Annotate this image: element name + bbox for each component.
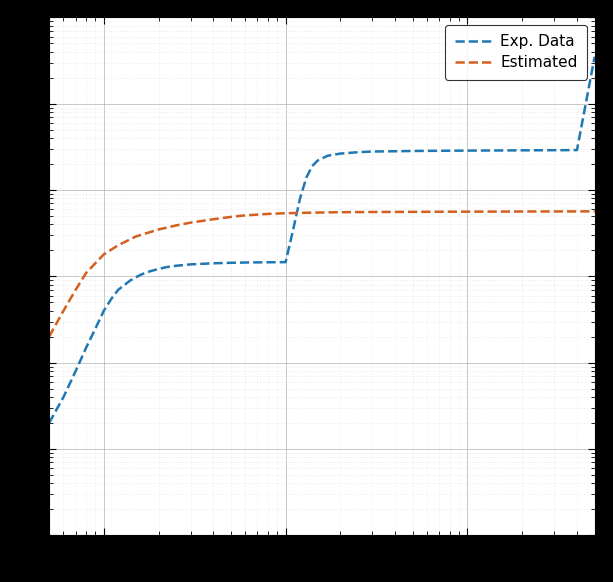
Exp. Data <box>354 148 362 155</box>
Estimated <box>115 242 122 249</box>
Legend: Exp. Data, Estimated: Exp. Data, Estimated <box>446 25 587 80</box>
Exp. Data <box>155 265 162 272</box>
Estimated <box>409 208 416 215</box>
Estimated <box>100 251 107 258</box>
Exp. Data <box>296 195 303 202</box>
Exp. Data <box>242 259 249 266</box>
Exp. Data <box>550 147 558 154</box>
Exp. Data <box>314 157 321 164</box>
Exp. Data <box>187 261 194 268</box>
Exp. Data <box>172 262 180 269</box>
Exp. Data <box>324 152 331 159</box>
Exp. Data <box>409 147 416 154</box>
Estimated <box>314 209 321 216</box>
Exp. Data <box>424 147 431 154</box>
Line: Exp. Data: Exp. Data <box>49 57 595 423</box>
Exp. Data <box>264 259 272 266</box>
Exp. Data <box>369 148 376 155</box>
Exp. Data <box>59 393 67 400</box>
Exp. Data <box>392 148 399 155</box>
Exp. Data <box>464 147 471 154</box>
Estimated <box>210 216 217 223</box>
Estimated <box>369 208 376 215</box>
Exp. Data <box>446 147 454 154</box>
Estimated <box>591 208 598 215</box>
Exp. Data <box>303 174 310 181</box>
Exp. Data <box>282 258 289 265</box>
Estimated <box>282 210 289 217</box>
Exp. Data <box>254 259 261 266</box>
Estimated <box>254 211 261 218</box>
Exp. Data <box>210 260 217 267</box>
Exp. Data <box>83 344 90 351</box>
Exp. Data <box>289 226 297 233</box>
Line: Estimated: Estimated <box>49 211 595 337</box>
Estimated <box>296 210 303 217</box>
Exp. Data <box>115 286 122 293</box>
Exp. Data <box>308 162 316 169</box>
Exp. Data <box>137 271 145 278</box>
Estimated <box>155 226 162 233</box>
Exp. Data <box>127 277 134 284</box>
Exp. Data <box>273 259 281 266</box>
Estimated <box>227 214 235 221</box>
Exp. Data <box>519 147 526 154</box>
Estimated <box>59 307 67 314</box>
Estimated <box>446 208 454 215</box>
Estimated <box>550 208 558 215</box>
Estimated <box>573 208 581 215</box>
Estimated <box>132 233 140 240</box>
Exp. Data <box>147 268 154 275</box>
Exp. Data <box>591 54 598 61</box>
Exp. Data <box>496 147 503 154</box>
Estimated <box>519 208 526 215</box>
Estimated <box>496 208 503 215</box>
Exp. Data <box>45 420 53 427</box>
Estimated <box>72 286 79 293</box>
Exp. Data <box>72 368 79 375</box>
Estimated <box>242 212 249 219</box>
Estimated <box>172 222 180 229</box>
Exp. Data <box>337 150 344 157</box>
Estimated <box>83 269 90 276</box>
Exp. Data <box>227 260 235 267</box>
Estimated <box>45 333 53 340</box>
Exp. Data <box>573 147 581 154</box>
Estimated <box>464 208 471 215</box>
Estimated <box>187 219 194 226</box>
Estimated <box>264 211 272 218</box>
Estimated <box>337 209 344 216</box>
Exp. Data <box>108 296 115 303</box>
Exp. Data <box>100 307 107 314</box>
Exp. Data <box>92 325 99 332</box>
Exp. Data <box>162 264 170 271</box>
